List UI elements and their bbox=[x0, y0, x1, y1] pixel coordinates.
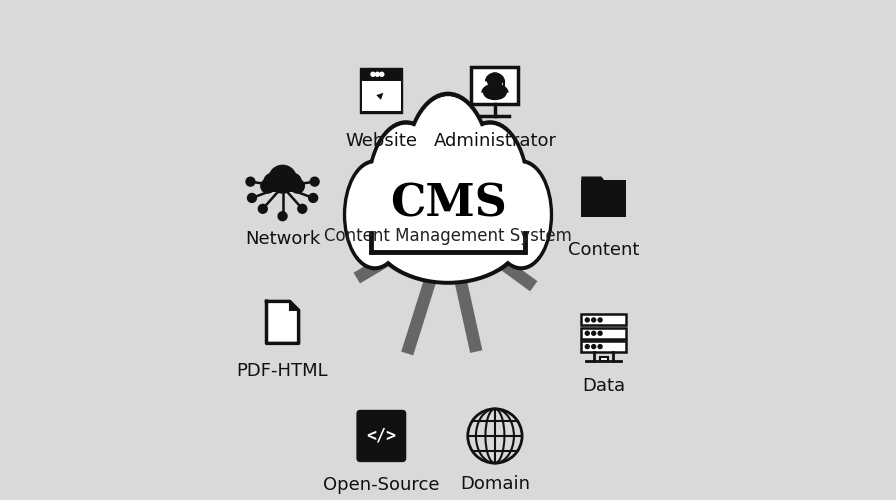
Circle shape bbox=[278, 212, 287, 220]
FancyBboxPatch shape bbox=[357, 410, 406, 462]
Text: Content: Content bbox=[568, 241, 639, 259]
Text: Domain: Domain bbox=[460, 476, 530, 494]
Text: CMS: CMS bbox=[390, 182, 506, 226]
Polygon shape bbox=[289, 302, 298, 310]
Circle shape bbox=[591, 332, 596, 335]
Bar bbox=[360, 68, 402, 112]
Bar bbox=[582, 341, 625, 352]
Circle shape bbox=[599, 344, 602, 348]
Ellipse shape bbox=[408, 96, 488, 242]
Ellipse shape bbox=[492, 163, 550, 266]
Ellipse shape bbox=[372, 180, 524, 282]
Circle shape bbox=[599, 318, 602, 322]
Circle shape bbox=[380, 72, 383, 76]
Ellipse shape bbox=[374, 181, 522, 281]
Text: Data: Data bbox=[582, 376, 625, 394]
Circle shape bbox=[297, 204, 306, 214]
Circle shape bbox=[585, 318, 590, 322]
Polygon shape bbox=[266, 302, 298, 344]
Circle shape bbox=[246, 177, 254, 186]
Ellipse shape bbox=[406, 94, 490, 244]
Circle shape bbox=[599, 332, 602, 335]
Circle shape bbox=[309, 194, 317, 202]
Text: PDF-HTML: PDF-HTML bbox=[237, 362, 328, 380]
Circle shape bbox=[283, 173, 301, 191]
Bar bbox=[582, 180, 625, 218]
Bar bbox=[582, 328, 625, 338]
Circle shape bbox=[247, 194, 256, 202]
Ellipse shape bbox=[370, 124, 442, 254]
Bar bbox=[599, 357, 607, 361]
Circle shape bbox=[487, 73, 503, 88]
Ellipse shape bbox=[346, 163, 404, 266]
Circle shape bbox=[310, 177, 319, 186]
Circle shape bbox=[263, 173, 281, 191]
Text: Open-Source: Open-Source bbox=[323, 476, 440, 494]
Bar bbox=[263, 182, 301, 192]
Circle shape bbox=[261, 179, 275, 193]
Bar bbox=[372, 220, 524, 252]
Text: Website: Website bbox=[345, 132, 418, 150]
Circle shape bbox=[258, 204, 267, 214]
Ellipse shape bbox=[454, 124, 526, 254]
Circle shape bbox=[375, 72, 379, 76]
Circle shape bbox=[371, 72, 375, 76]
Bar bbox=[582, 314, 625, 326]
Ellipse shape bbox=[492, 162, 551, 268]
Text: Network: Network bbox=[245, 230, 320, 248]
Ellipse shape bbox=[453, 122, 527, 256]
Ellipse shape bbox=[345, 162, 404, 268]
Ellipse shape bbox=[483, 86, 507, 100]
Circle shape bbox=[269, 166, 297, 193]
Polygon shape bbox=[582, 176, 625, 188]
Circle shape bbox=[591, 344, 596, 348]
Circle shape bbox=[585, 332, 590, 335]
Ellipse shape bbox=[369, 122, 443, 256]
Circle shape bbox=[585, 344, 590, 348]
Circle shape bbox=[290, 179, 305, 193]
Text: Content Management System: Content Management System bbox=[324, 227, 572, 245]
Bar bbox=[362, 80, 401, 111]
Circle shape bbox=[591, 318, 596, 322]
Text: Administrator: Administrator bbox=[434, 132, 556, 150]
Bar bbox=[471, 67, 519, 104]
Text: </>: </> bbox=[366, 427, 396, 445]
